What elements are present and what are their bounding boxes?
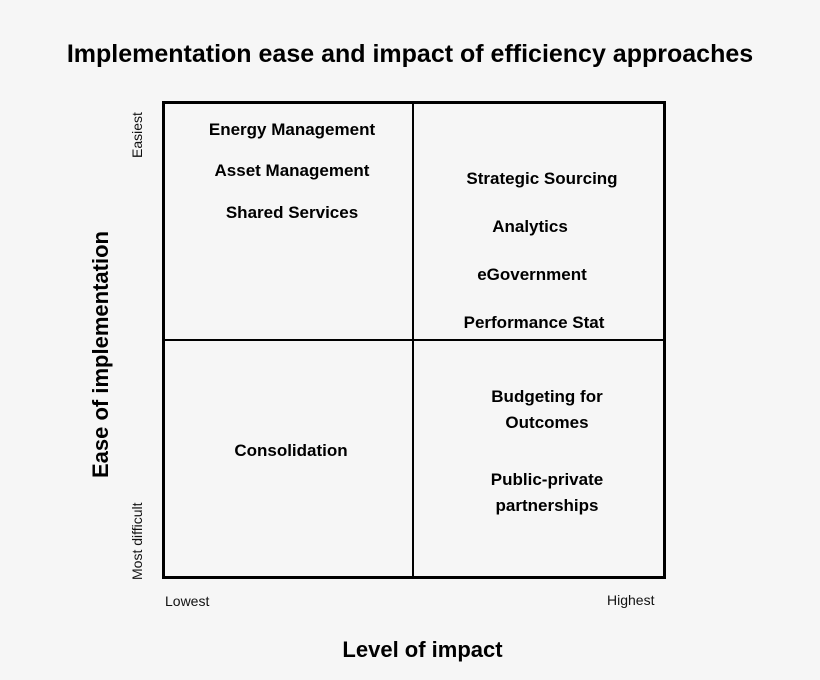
- item-asset-management: Asset Management: [214, 161, 370, 180]
- horizontal-divider: [163, 339, 663, 341]
- item-budgeting-for-outcomes-line1: Budgeting for: [491, 387, 603, 406]
- item-shared-services: Shared Services: [225, 203, 359, 222]
- x-axis-label: Level of impact: [342, 637, 503, 662]
- item-egovernment: eGovernment: [477, 265, 587, 284]
- item-public-private-line1: Public-private: [490, 470, 604, 489]
- item-consolidation: Consolidation: [234, 441, 348, 460]
- x-tick-highest: Highest: [607, 592, 655, 608]
- diagram-title: Implementation ease and impact of effici…: [66, 40, 754, 68]
- item-budgeting-for-outcomes-line2: Outcomes: [505, 413, 589, 432]
- item-analytics: Analytics: [492, 217, 568, 236]
- item-strategic-sourcing: Strategic Sourcing: [466, 169, 618, 188]
- item-public-private-line2: partnerships: [495, 496, 599, 515]
- x-tick-lowest: Lowest: [165, 593, 210, 609]
- y-tick-easiest: Easiest: [129, 112, 145, 158]
- item-energy-management: Energy Management: [208, 120, 376, 139]
- item-performance-stat: Performance Stat: [463, 313, 605, 332]
- y-axis-label: Ease of implementation: [88, 231, 113, 478]
- y-tick-most-difficult: Most difficult: [129, 502, 145, 580]
